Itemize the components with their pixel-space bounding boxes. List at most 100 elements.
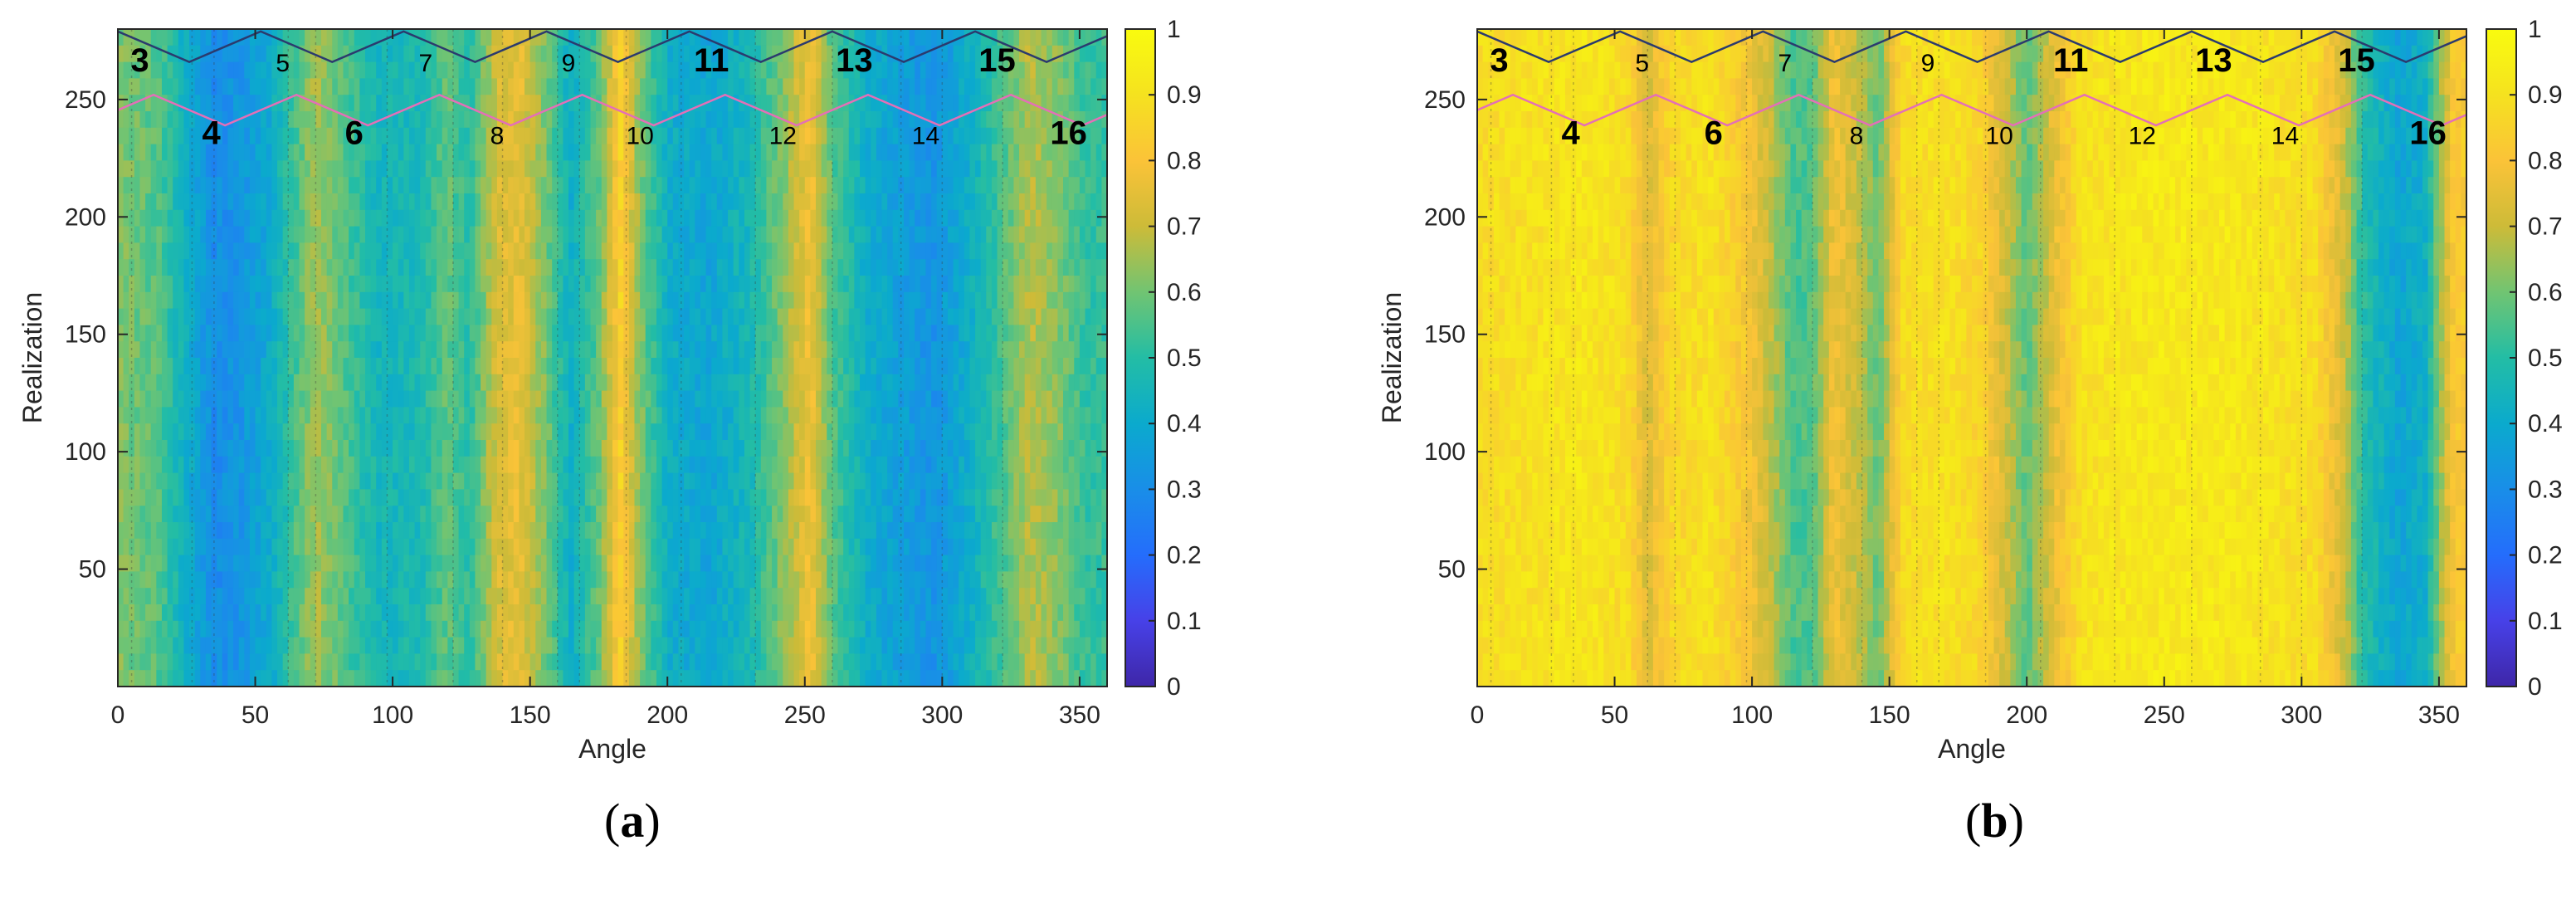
- heatmap-cell: [502, 423, 509, 441]
- heatmap-cell: [529, 555, 536, 572]
- heatmap-cell: [651, 538, 657, 556]
- heatmap-cell: [370, 127, 377, 145]
- heatmap-cell: [557, 522, 564, 540]
- heatmap-cell: [563, 588, 569, 605]
- heatmap-cell: [783, 456, 789, 474]
- heatmap-cell: [777, 177, 783, 194]
- heatmap-cell: [661, 522, 668, 540]
- heatmap-cell: [485, 291, 492, 310]
- heatmap-cell: [118, 358, 124, 375]
- heatmap-cell: [711, 472, 718, 490]
- heatmap-cell: [326, 193, 333, 211]
- heatmap-cell: [123, 637, 129, 654]
- heatmap-cell: [332, 259, 339, 276]
- heatmap-cell: [408, 177, 416, 194]
- heatmap-cell: [496, 45, 504, 63]
- heatmap-cell: [271, 61, 278, 79]
- heatmap-cell: [755, 95, 762, 112]
- heatmap-cell: [403, 506, 410, 523]
- heatmap-cell: [321, 177, 328, 194]
- heatmap-cell: [733, 291, 739, 310]
- heatmap-cell: [612, 78, 619, 95]
- heatmap-cell: [716, 456, 724, 474]
- heatmap-cell: [728, 604, 734, 622]
- heatmap-cell: [321, 160, 328, 178]
- heatmap-cell: [458, 522, 465, 540]
- heatmap-cell: [326, 259, 333, 276]
- heatmap-cell: [634, 259, 641, 276]
- heatmap-cell: [244, 242, 251, 260]
- heatmap-cell: [249, 588, 256, 605]
- heatmap-cell: [590, 45, 597, 63]
- heatmap-cell: [194, 325, 201, 342]
- heatmap-cell: [716, 538, 724, 556]
- heatmap-cell: [305, 276, 311, 293]
- heatmap-cell: [705, 209, 712, 227]
- heatmap-cell: [200, 374, 207, 392]
- heatmap-cell: [689, 456, 695, 474]
- heatmap-cell: [458, 193, 465, 211]
- heatmap-cell: [293, 325, 300, 342]
- heatmap-cell: [293, 209, 300, 227]
- heatmap-cell: [469, 374, 476, 392]
- heatmap-cell: [716, 571, 724, 589]
- heatmap-cell: [716, 144, 724, 161]
- heatmap-cell: [425, 276, 432, 293]
- heatmap-cell: [540, 555, 548, 572]
- heatmap-cell: [656, 571, 663, 589]
- heatmap-cell: [305, 440, 311, 457]
- heatmap-cell: [716, 653, 724, 671]
- heatmap-cell: [546, 670, 553, 687]
- heatmap-cell: [733, 604, 739, 622]
- heatmap-cell: [414, 407, 421, 424]
- heatmap-cell: [205, 489, 212, 506]
- heatmap-cell: [233, 177, 240, 194]
- heatmap-cell: [233, 423, 240, 441]
- heatmap-cell: [700, 78, 707, 95]
- heatmap-cell: [321, 506, 328, 523]
- heatmap-cell: [293, 111, 300, 129]
- heatmap-cell: [376, 604, 383, 622]
- heatmap-cell: [502, 29, 509, 46]
- heatmap-cell: [452, 620, 460, 638]
- heatmap-cell: [403, 325, 410, 342]
- heatmap-cell: [437, 127, 443, 145]
- heatmap-cell: [337, 127, 344, 145]
- heatmap-cell: [596, 242, 603, 260]
- heatmap-cell: [607, 242, 613, 260]
- heatmap-cell: [244, 555, 251, 572]
- heatmap-cell: [552, 571, 559, 589]
- heatmap-cell: [684, 276, 690, 293]
- heatmap-cell: [315, 177, 322, 194]
- heatmap-cell: [123, 588, 129, 605]
- heatmap-cell: [431, 522, 437, 540]
- heatmap-cell: [695, 78, 701, 95]
- heatmap-cell: [552, 472, 559, 490]
- heatmap-cell: [667, 637, 674, 654]
- heatmap-cell: [749, 472, 756, 490]
- heatmap-cell: [326, 456, 333, 474]
- heatmap-cell: [354, 588, 360, 605]
- heatmap-cell: [739, 111, 745, 129]
- heatmap-cell: [744, 472, 751, 490]
- heatmap-cell: [354, 407, 360, 424]
- heatmap-cell: [277, 308, 284, 325]
- heatmap-cell: [310, 160, 316, 178]
- heatmap-cell: [321, 571, 328, 589]
- heatmap-cell: [293, 358, 300, 375]
- heatmap-cell: [760, 325, 768, 342]
- heatmap-cell: [305, 456, 311, 474]
- heatmap-cell: [227, 571, 234, 589]
- heatmap-cell: [573, 45, 580, 63]
- heatmap-cell: [211, 29, 217, 46]
- heatmap-cell: [799, 193, 806, 211]
- heatmap-cell: [788, 423, 795, 441]
- heatmap-cell: [513, 341, 520, 359]
- heatmap-cell: [700, 555, 707, 572]
- heatmap-cell: [634, 637, 641, 654]
- heatmap-cell: [277, 390, 284, 408]
- heatmap-cell: [755, 374, 762, 392]
- heatmap-cell: [173, 193, 179, 211]
- heatmap-cell: [403, 242, 410, 260]
- heatmap-cell: [529, 604, 536, 622]
